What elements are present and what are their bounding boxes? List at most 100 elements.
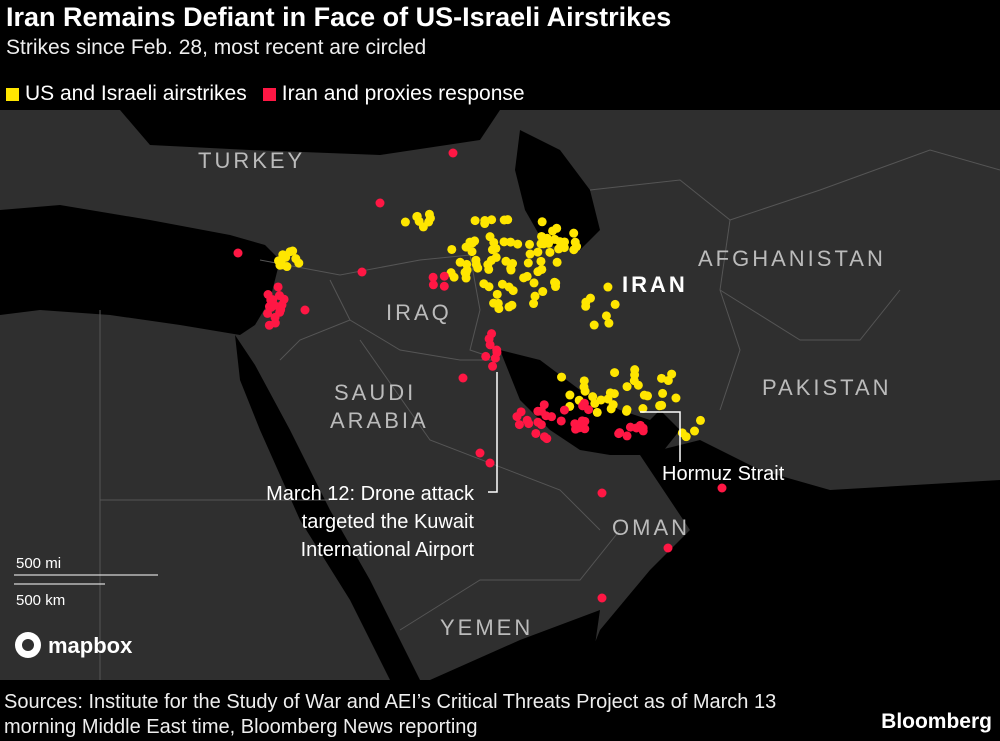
sources: Sources: Institute for the Study of War …: [4, 691, 777, 738]
annotation: targeted the Kuwait: [302, 511, 475, 533]
strike-dot: [585, 293, 595, 303]
country-label: IRAN: [622, 272, 688, 297]
strike-dot: [597, 593, 607, 603]
strike-dot: [603, 394, 613, 404]
country-label: SAUDI: [334, 380, 416, 405]
brand: Bloomberg: [881, 710, 992, 733]
strike-dot: [630, 365, 640, 375]
strike-dot: [525, 249, 535, 259]
strike-dot: [638, 404, 648, 414]
strike-dot: [467, 247, 477, 257]
country-label: AFGHANISTAN: [698, 246, 886, 271]
strike-dot: [542, 233, 552, 243]
strike-dot: [484, 264, 494, 274]
strike-dot: [484, 282, 494, 292]
annotation: International Airport: [301, 539, 475, 561]
strike-dot: [529, 299, 539, 309]
scale-label: 500 mi: [16, 555, 61, 572]
strike-dot: [603, 282, 613, 292]
country-labels: TURKEY IRAQ IRAN AFGHANISTAN SAUDI ARABI…: [198, 148, 889, 640]
strike-dot: [275, 307, 285, 317]
strike-dot: [400, 217, 410, 227]
strike-dot: [614, 429, 624, 439]
legend-swatch: [262, 87, 276, 101]
legend-swatch: [6, 87, 19, 101]
strike-dot: [481, 351, 491, 361]
title: Iran Remains Defiant in Face of US-Israe…: [6, 2, 672, 32]
strike-dots: [233, 148, 727, 603]
strike-dot: [447, 244, 457, 254]
strike-dot: [559, 243, 569, 253]
strike-dot: [663, 543, 673, 553]
strike-dot: [524, 419, 534, 429]
strike-dot: [501, 256, 511, 266]
strike-dot: [484, 334, 494, 344]
strike-dot: [462, 259, 472, 269]
strike-dot: [425, 213, 435, 223]
strike-dot: [604, 318, 614, 328]
strike-dot: [506, 237, 516, 247]
legend-label: Iran and proxies response: [281, 82, 525, 105]
subtitle: Strikes since Feb. 28, most recent are c…: [6, 36, 427, 59]
strike-dot: [492, 289, 502, 299]
strike-dot: [597, 488, 607, 498]
strike-dot: [529, 278, 539, 288]
strike-dot: [270, 318, 280, 328]
strike-dot: [717, 483, 727, 493]
strike-dot: [536, 420, 546, 430]
strike-dot: [480, 216, 490, 226]
strike-dot: [513, 239, 523, 249]
strike-dot: [514, 420, 524, 430]
strike-dot: [633, 380, 643, 390]
strike-dot: [375, 198, 385, 208]
strike-dot: [596, 395, 606, 405]
mapbox-logo: mapbox: [15, 632, 133, 658]
strike-dot: [533, 267, 543, 277]
strike-dot: [446, 268, 456, 278]
strike-dot: [533, 406, 543, 416]
strike-dot: [552, 257, 562, 267]
annotation: Hormuz Strait: [662, 463, 785, 485]
strike-dot: [565, 390, 575, 400]
strike-dot: [643, 391, 653, 401]
strike-dot: [273, 282, 283, 292]
strike-dot: [492, 348, 502, 358]
strike-dot: [233, 248, 243, 258]
scale-bar: 500 mi 500 km: [14, 555, 158, 609]
strike-dot: [581, 301, 591, 311]
leader-lines: [488, 372, 681, 493]
strike-dot: [548, 226, 558, 236]
strike-dot: [690, 426, 700, 436]
strike-dot: [300, 305, 310, 315]
legend-item: US and Israeli airstrikes: [6, 82, 247, 106]
strike-dot: [580, 424, 590, 434]
strike-dot: [539, 400, 549, 410]
strike-dot: [428, 272, 438, 282]
strike-dot: [533, 247, 543, 257]
strike-dot: [494, 304, 504, 314]
strike-dot: [277, 260, 287, 270]
strike-dot: [606, 404, 616, 414]
water: [0, 110, 1000, 680]
strike-dot: [589, 320, 599, 330]
strike-dot: [536, 256, 546, 266]
strike-dot: [610, 299, 620, 309]
strike-dot: [545, 247, 555, 257]
strike-dot: [584, 405, 594, 415]
strike-dot: [507, 300, 517, 310]
strike-dot: [539, 432, 549, 442]
map: TURKEY IRAQ IRAN AFGHANISTAN SAUDI ARABI…: [0, 110, 1000, 680]
strike-dot: [465, 237, 475, 247]
strike-dot: [663, 376, 673, 386]
strike-dot: [485, 458, 495, 468]
strike-dot: [622, 405, 632, 415]
strike-dot: [523, 258, 533, 268]
strike-dot: [519, 273, 529, 283]
strike-dot: [499, 215, 509, 225]
strike-dot: [458, 373, 468, 383]
strike-dot: [538, 287, 548, 297]
strike-dot: [428, 280, 438, 290]
strike-dot: [655, 401, 665, 411]
strike-dot: [512, 412, 522, 422]
